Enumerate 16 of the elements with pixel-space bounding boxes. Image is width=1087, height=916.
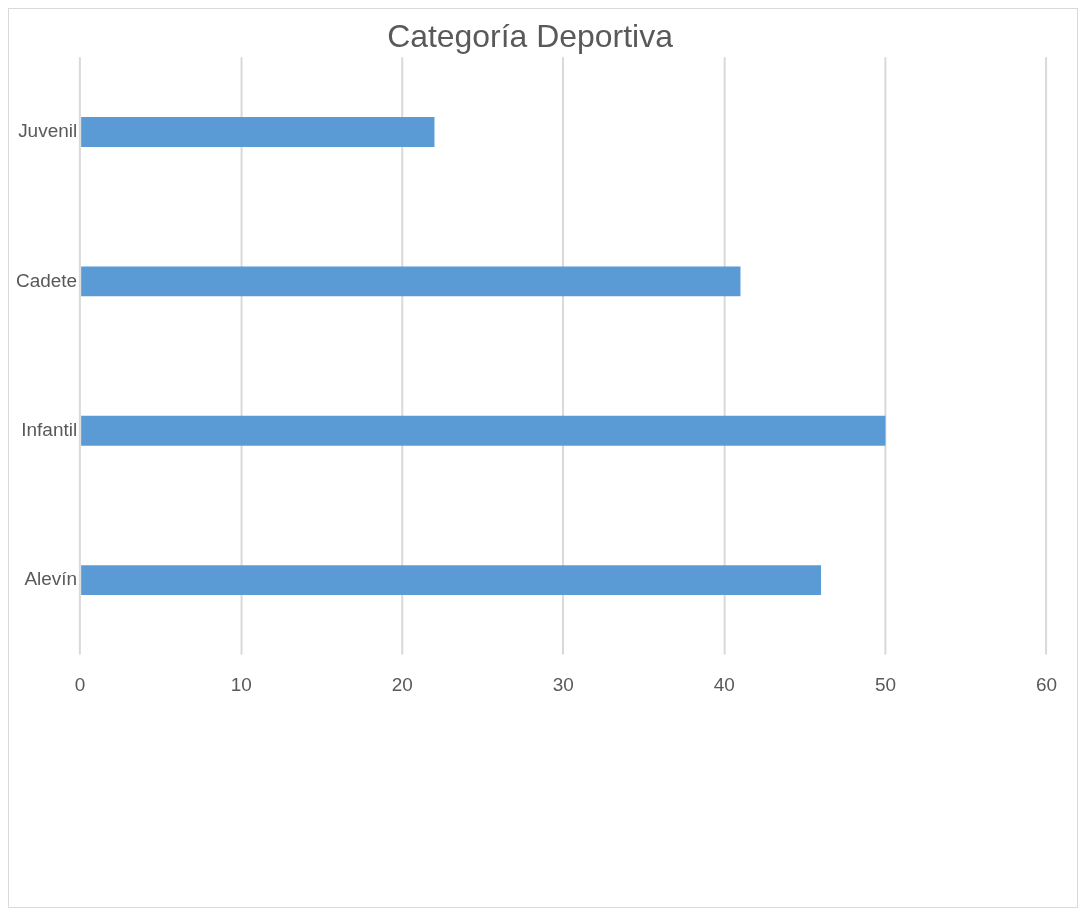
chart-title: Categoría Deportiva bbox=[387, 17, 674, 54]
x-tick-label: 0 bbox=[74, 674, 86, 696]
bar bbox=[81, 117, 435, 147]
y-tick-label: Juvenil bbox=[18, 120, 78, 142]
x-tick-label: 60 bbox=[1035, 674, 1058, 696]
bar bbox=[81, 415, 886, 446]
bar bbox=[81, 266, 741, 297]
y-tick-label: Cadete bbox=[16, 269, 78, 291]
x-tick-label: 50 bbox=[874, 674, 896, 696]
y-tick-label: Alevín bbox=[24, 568, 78, 590]
x-tick-label: 40 bbox=[713, 674, 735, 696]
bar bbox=[81, 565, 822, 596]
x-tick-label: 20 bbox=[391, 674, 413, 696]
y-tick-label: Infantil bbox=[21, 418, 78, 440]
x-tick-label: 30 bbox=[552, 674, 574, 696]
x-tick-label: 10 bbox=[230, 674, 252, 696]
